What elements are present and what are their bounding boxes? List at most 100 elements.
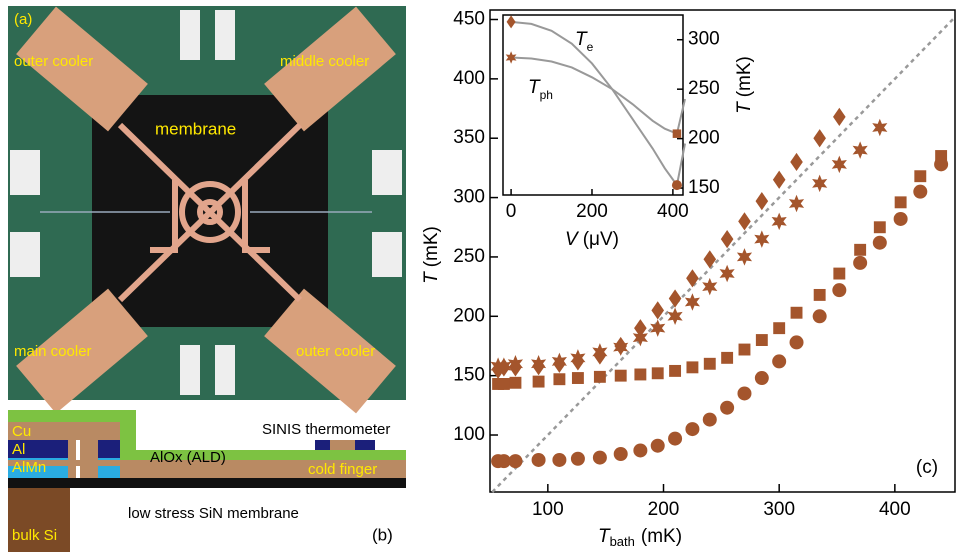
- label: middle cooler: [280, 53, 369, 70]
- marker: [669, 365, 681, 377]
- marker: [552, 353, 567, 371]
- marker: [813, 129, 826, 147]
- marker: [756, 334, 768, 346]
- marker: [832, 156, 847, 174]
- marker: [789, 195, 804, 213]
- label-part: V: [565, 229, 580, 250]
- marker: [570, 349, 585, 367]
- marker: [651, 301, 664, 319]
- x-axis-label: V(μV): [565, 229, 619, 250]
- label: outer cooler: [296, 343, 375, 360]
- marker: [739, 344, 751, 356]
- marker: [614, 447, 628, 461]
- marker: [934, 157, 948, 171]
- marker: [633, 329, 648, 347]
- marker: [650, 319, 665, 337]
- marker: [531, 355, 546, 373]
- label: Cu: [12, 423, 31, 440]
- y-tick-label: 250: [688, 78, 720, 99]
- label: AlMn: [12, 459, 46, 476]
- marker: [853, 256, 867, 270]
- label: cold finger: [308, 461, 377, 478]
- marker: [686, 361, 698, 373]
- marker: [592, 343, 607, 361]
- y-axis-label: T(mK): [734, 56, 755, 114]
- marker: [773, 322, 785, 334]
- marker: [754, 230, 769, 248]
- marker: [498, 378, 510, 390]
- marker: [686, 269, 699, 287]
- panel-label: (a): [14, 11, 32, 28]
- label: main cooler: [14, 343, 92, 360]
- label-part: ph: [540, 88, 553, 102]
- marker: [756, 192, 769, 210]
- marker: [552, 453, 566, 467]
- marker: [854, 244, 866, 256]
- x-tick-label: 200: [648, 499, 680, 520]
- marker: [873, 236, 887, 250]
- y-axis-label: T(mK): [421, 226, 442, 284]
- y-tick-label: 300: [453, 187, 485, 208]
- y-tick-label: 200: [688, 128, 720, 149]
- marker: [833, 268, 845, 280]
- marker: [703, 250, 716, 268]
- marker: [672, 180, 682, 190]
- marker: [615, 370, 627, 382]
- y-tick-label: 350: [453, 127, 485, 148]
- marker: [572, 372, 584, 384]
- marker: [772, 354, 786, 368]
- marker: [702, 278, 717, 296]
- marker: [755, 371, 769, 385]
- marker: [652, 367, 664, 379]
- marker: [633, 443, 647, 457]
- y-tick-label: 400: [453, 68, 485, 89]
- marker: [814, 289, 826, 301]
- y-tick-label: 100: [453, 424, 485, 445]
- marker: [832, 283, 846, 297]
- marker: [571, 452, 585, 466]
- marker: [872, 119, 887, 136]
- marker: [813, 309, 827, 323]
- label: Al: [12, 441, 25, 458]
- x-tick-label: 400: [879, 499, 911, 520]
- marker: [508, 454, 522, 468]
- x-tick-label: 400: [657, 201, 689, 222]
- marker: [509, 377, 521, 389]
- marker: [895, 196, 907, 208]
- panel-label: (b): [372, 525, 393, 544]
- label-part: T: [421, 271, 442, 284]
- marker: [721, 352, 733, 364]
- y-tick-label: 450: [453, 9, 485, 30]
- marker: [651, 439, 665, 453]
- marker: [704, 358, 716, 370]
- marker: [812, 175, 827, 193]
- marker: [790, 153, 803, 171]
- x-tick-label: 300: [763, 499, 795, 520]
- marker: [737, 386, 751, 400]
- y-tick-label: 300: [688, 29, 720, 50]
- marker: [720, 265, 735, 283]
- marker: [772, 213, 787, 231]
- x-tick-label: 200: [576, 201, 608, 222]
- marker: [685, 293, 700, 311]
- marker: [773, 171, 786, 189]
- marker: [634, 369, 646, 381]
- label-part: (mK): [641, 526, 682, 547]
- label-part: bath: [610, 534, 635, 549]
- marker: [874, 221, 886, 233]
- x-tick-label: 100: [532, 499, 564, 520]
- marker: [673, 129, 682, 138]
- y-tick-label: 200: [453, 305, 485, 326]
- label: bulk Si: [12, 527, 57, 544]
- marker: [853, 141, 868, 159]
- marker: [737, 248, 752, 266]
- marker: [667, 308, 682, 326]
- label-part: T: [734, 101, 755, 114]
- y-tick-label: 150: [453, 365, 485, 386]
- marker: [720, 401, 734, 415]
- marker: [790, 335, 804, 349]
- marker: [668, 432, 682, 446]
- marker: [669, 289, 682, 307]
- marker: [703, 413, 717, 427]
- marker: [532, 453, 546, 467]
